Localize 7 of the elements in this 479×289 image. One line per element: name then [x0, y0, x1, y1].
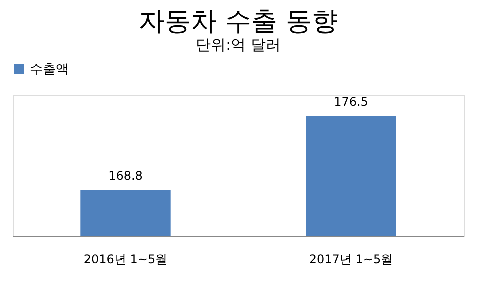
data-label: 176.5 [334, 95, 368, 110]
legend-label: 수출액 [30, 62, 69, 78]
x-tick-label: 2017년 1~5월 [309, 252, 394, 266]
x-tick-label: 2016년 1~5월 [84, 252, 168, 266]
data-label: 168.8 [108, 168, 143, 183]
chart-subtitle: 단위:억 달러 [196, 36, 281, 54]
chart-title: 자동차 수출 동향 [139, 7, 338, 37]
